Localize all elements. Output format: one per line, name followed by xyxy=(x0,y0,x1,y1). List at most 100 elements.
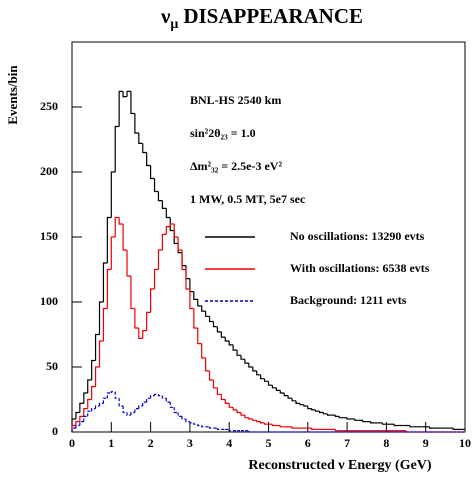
histogram-step xyxy=(205,311,210,317)
x-tick-label: 2 xyxy=(148,436,154,450)
histogram-step xyxy=(240,412,245,416)
histogram-step xyxy=(244,415,249,419)
histogram-step xyxy=(409,425,414,428)
histogram-step xyxy=(94,405,100,409)
histogram-step xyxy=(311,428,316,430)
histogram-step xyxy=(94,333,100,361)
histogram-step xyxy=(110,171,116,218)
histogram-step xyxy=(318,411,324,414)
histogram-step xyxy=(142,143,147,154)
histogram-step xyxy=(181,250,186,271)
histogram-step xyxy=(130,411,135,416)
histogram-step xyxy=(205,357,210,372)
histogram-step xyxy=(122,91,128,98)
y-tick-label: 200 xyxy=(40,164,58,178)
histogram-step xyxy=(118,398,124,407)
histogram-step xyxy=(110,236,116,270)
histogram-step xyxy=(75,421,80,426)
histogram-step xyxy=(452,428,458,430)
histogram-step xyxy=(98,301,104,335)
x-tick-label: 1 xyxy=(108,436,114,450)
histogram-step xyxy=(232,407,238,411)
histogram-step xyxy=(197,328,202,345)
histogram-step xyxy=(252,367,257,372)
histogram-step xyxy=(173,407,179,414)
histogram-step xyxy=(106,268,112,309)
legend-label: Background: 1211 evts xyxy=(290,293,407,307)
histogram-step xyxy=(201,305,206,312)
histogram-step xyxy=(362,420,367,423)
histogram-step xyxy=(370,421,375,424)
histogram-step xyxy=(291,426,297,429)
histogram-step xyxy=(146,397,151,403)
histogram-step xyxy=(287,395,293,399)
histogram-step xyxy=(157,249,163,270)
histogram-step xyxy=(334,429,340,432)
histogram-step xyxy=(91,408,96,412)
histogram-step xyxy=(244,359,249,364)
histogram-step xyxy=(283,393,289,397)
histogram-step xyxy=(291,398,297,402)
histogram-step xyxy=(126,412,131,416)
annotation: Δm²₃₂ = 2.5e-3 eV² xyxy=(190,159,282,173)
histogram-step xyxy=(212,380,218,389)
histogram-step xyxy=(102,307,108,341)
histogram-step xyxy=(98,340,104,367)
histogram-step xyxy=(260,421,265,424)
histogram-step xyxy=(87,410,92,417)
histogram-step xyxy=(271,385,277,389)
y-axis-label: Events/bin xyxy=(5,65,20,125)
histogram-step xyxy=(248,430,253,433)
histogram-step xyxy=(208,370,214,381)
annotation: BNL-HS 2540 km xyxy=(190,93,281,107)
x-tick-label: 4 xyxy=(226,436,232,450)
histogram-step xyxy=(193,422,198,425)
histogram-step xyxy=(224,337,230,342)
histogram-step xyxy=(275,387,281,391)
histogram-step xyxy=(260,374,265,380)
histogram-step xyxy=(263,378,269,382)
histogram-step xyxy=(201,343,206,359)
histogram-step xyxy=(71,427,76,432)
histogram-step xyxy=(126,90,131,97)
histogram-step xyxy=(177,237,183,251)
histogram-step xyxy=(267,381,273,386)
histogram-step xyxy=(354,419,359,421)
histogram-step xyxy=(263,422,269,425)
histogram-step xyxy=(114,216,120,237)
histogram-step xyxy=(173,224,179,238)
histogram-step xyxy=(334,415,340,417)
histogram-step xyxy=(161,395,167,399)
histogram-step xyxy=(279,425,285,428)
histogram-step xyxy=(256,370,261,376)
histogram-step xyxy=(193,308,198,329)
histogram-step xyxy=(224,399,230,404)
annotation: 1 MW, 0.5 MT, 5e7 sec xyxy=(190,192,306,206)
histogram-step xyxy=(208,426,214,429)
histogram-step xyxy=(181,416,186,420)
histogram-step xyxy=(193,291,198,300)
histogram-step xyxy=(346,417,352,420)
histogram-step xyxy=(150,395,155,399)
histogram-step xyxy=(102,397,108,404)
x-tick-label: 8 xyxy=(383,436,389,450)
histogram-step xyxy=(157,191,163,202)
histogram-step xyxy=(87,379,92,393)
histogram-step xyxy=(122,224,128,251)
histogram-step xyxy=(110,391,116,393)
histogram-step xyxy=(142,330,147,339)
histogram-step xyxy=(94,366,100,387)
histogram-step xyxy=(177,412,183,417)
histogram-step xyxy=(307,406,312,410)
histogram-step xyxy=(138,405,143,409)
histogram-step xyxy=(165,226,171,235)
histogram-step xyxy=(138,328,143,339)
histogram-step xyxy=(248,417,253,420)
chart-title: νμ DISAPPEARANCE xyxy=(160,4,363,32)
histogram-step xyxy=(299,403,304,406)
histogram-step xyxy=(212,321,218,328)
histogram-step xyxy=(322,412,328,415)
y-tick-label: 100 xyxy=(40,294,58,308)
histogram-step xyxy=(153,178,159,193)
